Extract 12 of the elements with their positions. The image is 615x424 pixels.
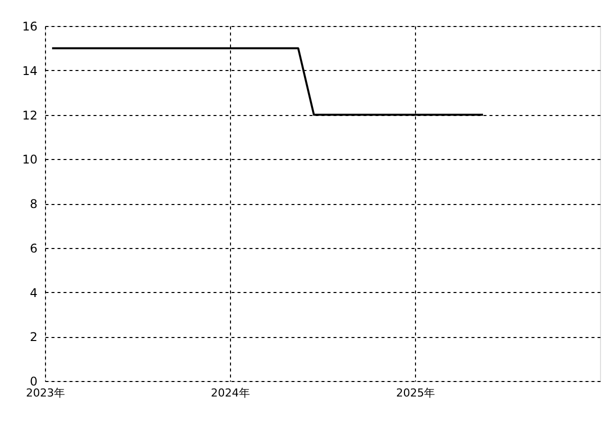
- y-tick-label: 2: [30, 330, 38, 344]
- y-tick-label: 6: [30, 241, 38, 256]
- y-tick-label: 14: [22, 64, 38, 78]
- y-tick-label: 10: [22, 152, 38, 167]
- x-tick-label: 2023年: [26, 386, 65, 400]
- y-tick-label: 12: [22, 108, 38, 122]
- y-tick-label: 8: [30, 197, 38, 211]
- y-tick-label: 16: [22, 20, 38, 34]
- y-tick-label: 0: [30, 374, 38, 388]
- x-tick-label: 2025年: [396, 386, 436, 400]
- x-tick-label: 2024年: [210, 386, 250, 400]
- y-tick-label: 4: [30, 286, 38, 300]
